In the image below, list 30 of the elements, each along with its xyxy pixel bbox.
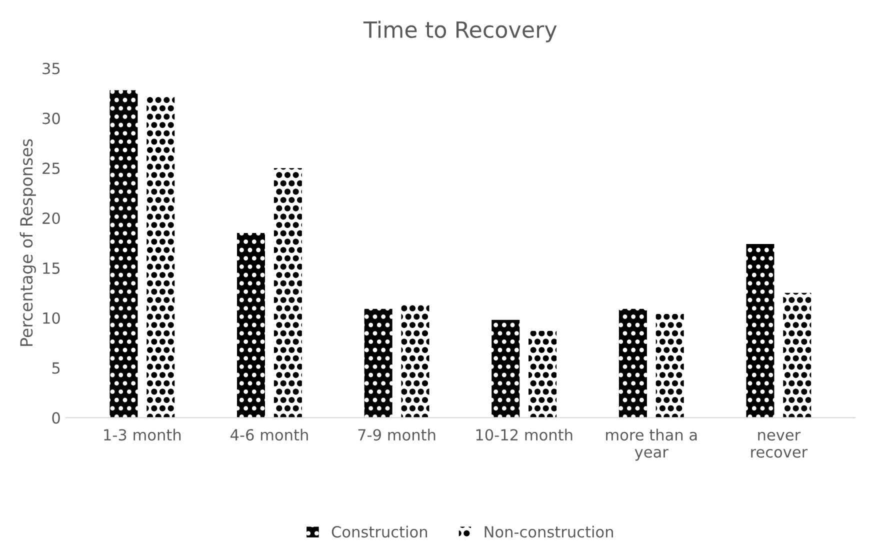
y-axis-title: Percentage of Responses [20, 139, 36, 346]
y-tick-label: 20 [42, 212, 60, 224]
bar [274, 168, 302, 418]
x-tick-label: 4-6 month [230, 428, 308, 441]
x-tick-label: 10-12 month [476, 428, 572, 441]
chart-title: Time to Recovery [363, 20, 557, 42]
y-tick-label: 0 [52, 412, 60, 424]
x-tick-label: never recover [751, 432, 808, 458]
y-tick-label: 25 [42, 162, 60, 174]
bar [364, 308, 392, 418]
bar [528, 330, 557, 418]
bar [401, 304, 430, 418]
legend-label: Non-construction [484, 526, 613, 538]
bar [746, 244, 774, 418]
bar [110, 90, 138, 418]
x-tick-label: 1-3 month [104, 428, 181, 441]
x-tick-label: more than a year [606, 428, 697, 461]
y-tick-label: 5 [52, 362, 60, 374]
y-tick-label: 10 [43, 312, 60, 324]
bar [656, 314, 684, 418]
bar [237, 232, 266, 418]
bar [618, 308, 647, 418]
y-tick-label: 15 [43, 262, 60, 274]
x-tick-label: 7-9 month [358, 428, 436, 441]
bar [146, 96, 175, 418]
y-tick-label: 35 [42, 62, 60, 74]
bar [492, 320, 520, 418]
legend-label: Construction [332, 526, 427, 538]
bar [783, 292, 812, 418]
y-tick-label: 30 [42, 112, 60, 124]
